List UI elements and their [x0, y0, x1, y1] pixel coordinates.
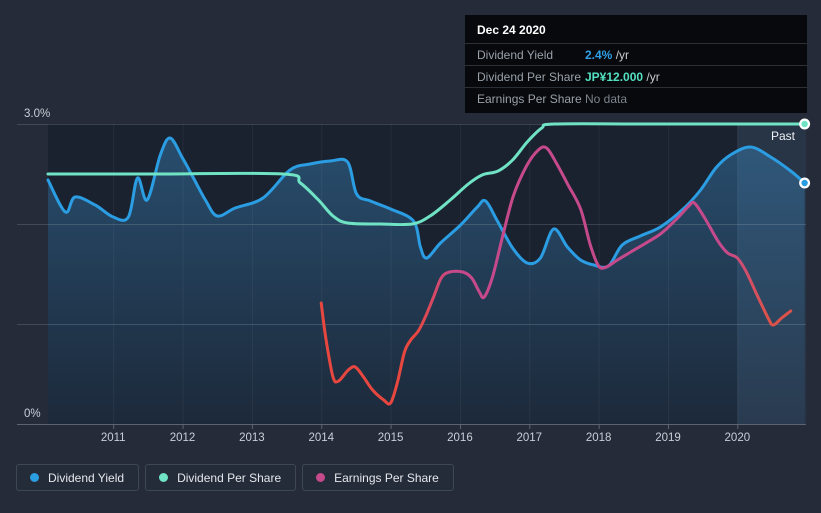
tooltip-label: Dividend Per Share	[477, 70, 582, 84]
y-axis-label: 0%	[24, 408, 41, 420]
dividend-per-share-line	[46, 122, 807, 227]
tooltip-value-number: No data	[585, 92, 628, 106]
y-axis-label: 3.0%	[24, 108, 50, 120]
x-axis-tick-label: 2020	[725, 432, 751, 444]
legend-label: Dividend Per Share	[177, 470, 282, 485]
dividend-per-share-dot-icon	[159, 473, 169, 482]
tooltip-value-unit: /yr	[612, 48, 630, 62]
tooltip-value: 2.4% /yr	[585, 48, 629, 62]
x-axis-tick-label: 2017	[516, 432, 542, 444]
legend-label: Dividend Yield	[48, 470, 125, 485]
tooltip-value: No data	[585, 92, 627, 106]
dividend-yield-area-fill	[48, 137, 805, 424]
x-axis-tick-label: 2016	[447, 432, 473, 444]
earnings-per-share-dot-icon	[316, 473, 326, 482]
tooltip-date: Dec 24 2020	[477, 23, 546, 37]
legend-item-dividend-per-share[interactable]: Dividend Per Share	[145, 464, 297, 491]
chart-legend: Dividend Yield Dividend Per Share Earnin…	[16, 464, 454, 491]
x-axis-tick-label: 2011	[101, 432, 126, 444]
tooltip-label: Earnings Per Share	[477, 92, 582, 106]
chart-tooltip: Dec 24 2020 Dividend Yield 2.4% /yr Divi…	[465, 15, 807, 113]
x-axis-tick-label: 2019	[655, 432, 681, 444]
x-axis-tick-label: 2014	[308, 432, 334, 444]
tooltip-value-number: 2.4%	[585, 48, 613, 62]
x-axis-tick-label: 2018	[586, 432, 612, 444]
series-end-dot	[801, 179, 808, 187]
dividend-yield-dot-icon	[30, 473, 39, 482]
x-axis-tick-label: 2012	[170, 432, 196, 444]
tooltip-value-number: JP¥12.000	[585, 70, 644, 84]
tooltip-label: Dividend Yield	[477, 48, 554, 62]
series-end-dot	[801, 120, 808, 128]
x-axis-tick-label: 2015	[378, 432, 404, 444]
tooltip-value: JP¥12.000 /yr	[585, 70, 660, 84]
past-region-label: Past	[771, 129, 796, 143]
tooltip-row-dividend-yield: Dividend Yield 2.4% /yr	[465, 43, 807, 65]
tooltip-row-earnings-per-share: Earnings Per Share No data	[465, 87, 807, 109]
tooltip-value-unit: /yr	[643, 70, 660, 84]
legend-label: Earnings Per Share	[334, 470, 439, 485]
dividend-yield-line	[46, 136, 807, 269]
x-axis-tick-label: 2013	[239, 432, 265, 444]
earnings-per-share-line	[319, 145, 793, 406]
tooltip-row-dividend-per-share: Dividend Per Share JP¥12.000 /yr	[465, 65, 807, 87]
legend-item-dividend-yield[interactable]: Dividend Yield	[16, 464, 140, 491]
legend-item-earnings-per-share[interactable]: Earnings Per Share	[302, 464, 454, 491]
